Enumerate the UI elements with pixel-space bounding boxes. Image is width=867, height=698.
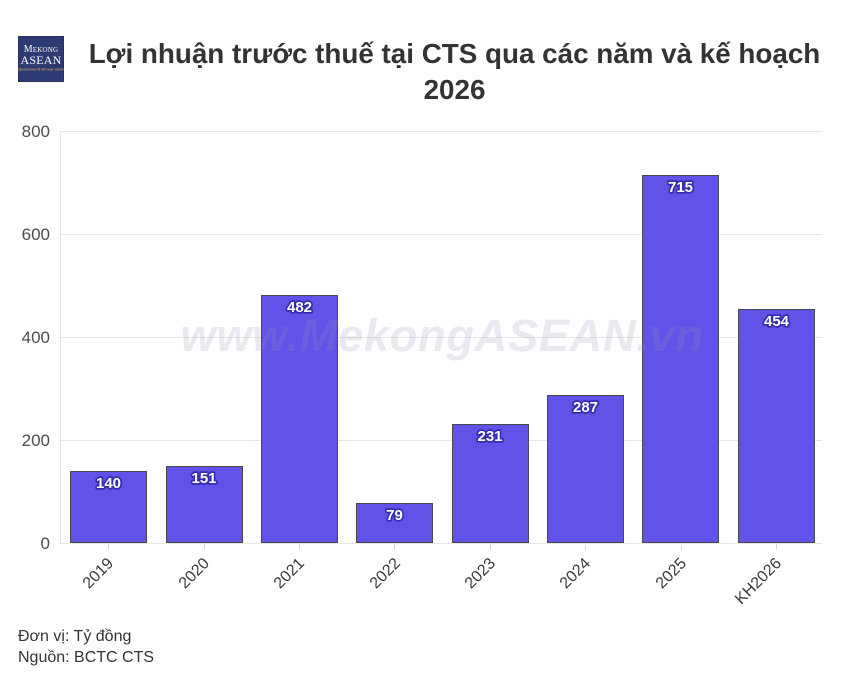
svg-text:715: 715 xyxy=(668,179,693,196)
svg-text:287: 287 xyxy=(573,399,598,416)
svg-text:231: 231 xyxy=(477,428,502,445)
svg-text:454: 454 xyxy=(764,313,790,330)
svg-text:140: 140 xyxy=(96,475,121,492)
svg-text:79: 79 xyxy=(386,507,403,524)
svg-text:482: 482 xyxy=(287,299,312,316)
svg-text:151: 151 xyxy=(191,470,216,487)
